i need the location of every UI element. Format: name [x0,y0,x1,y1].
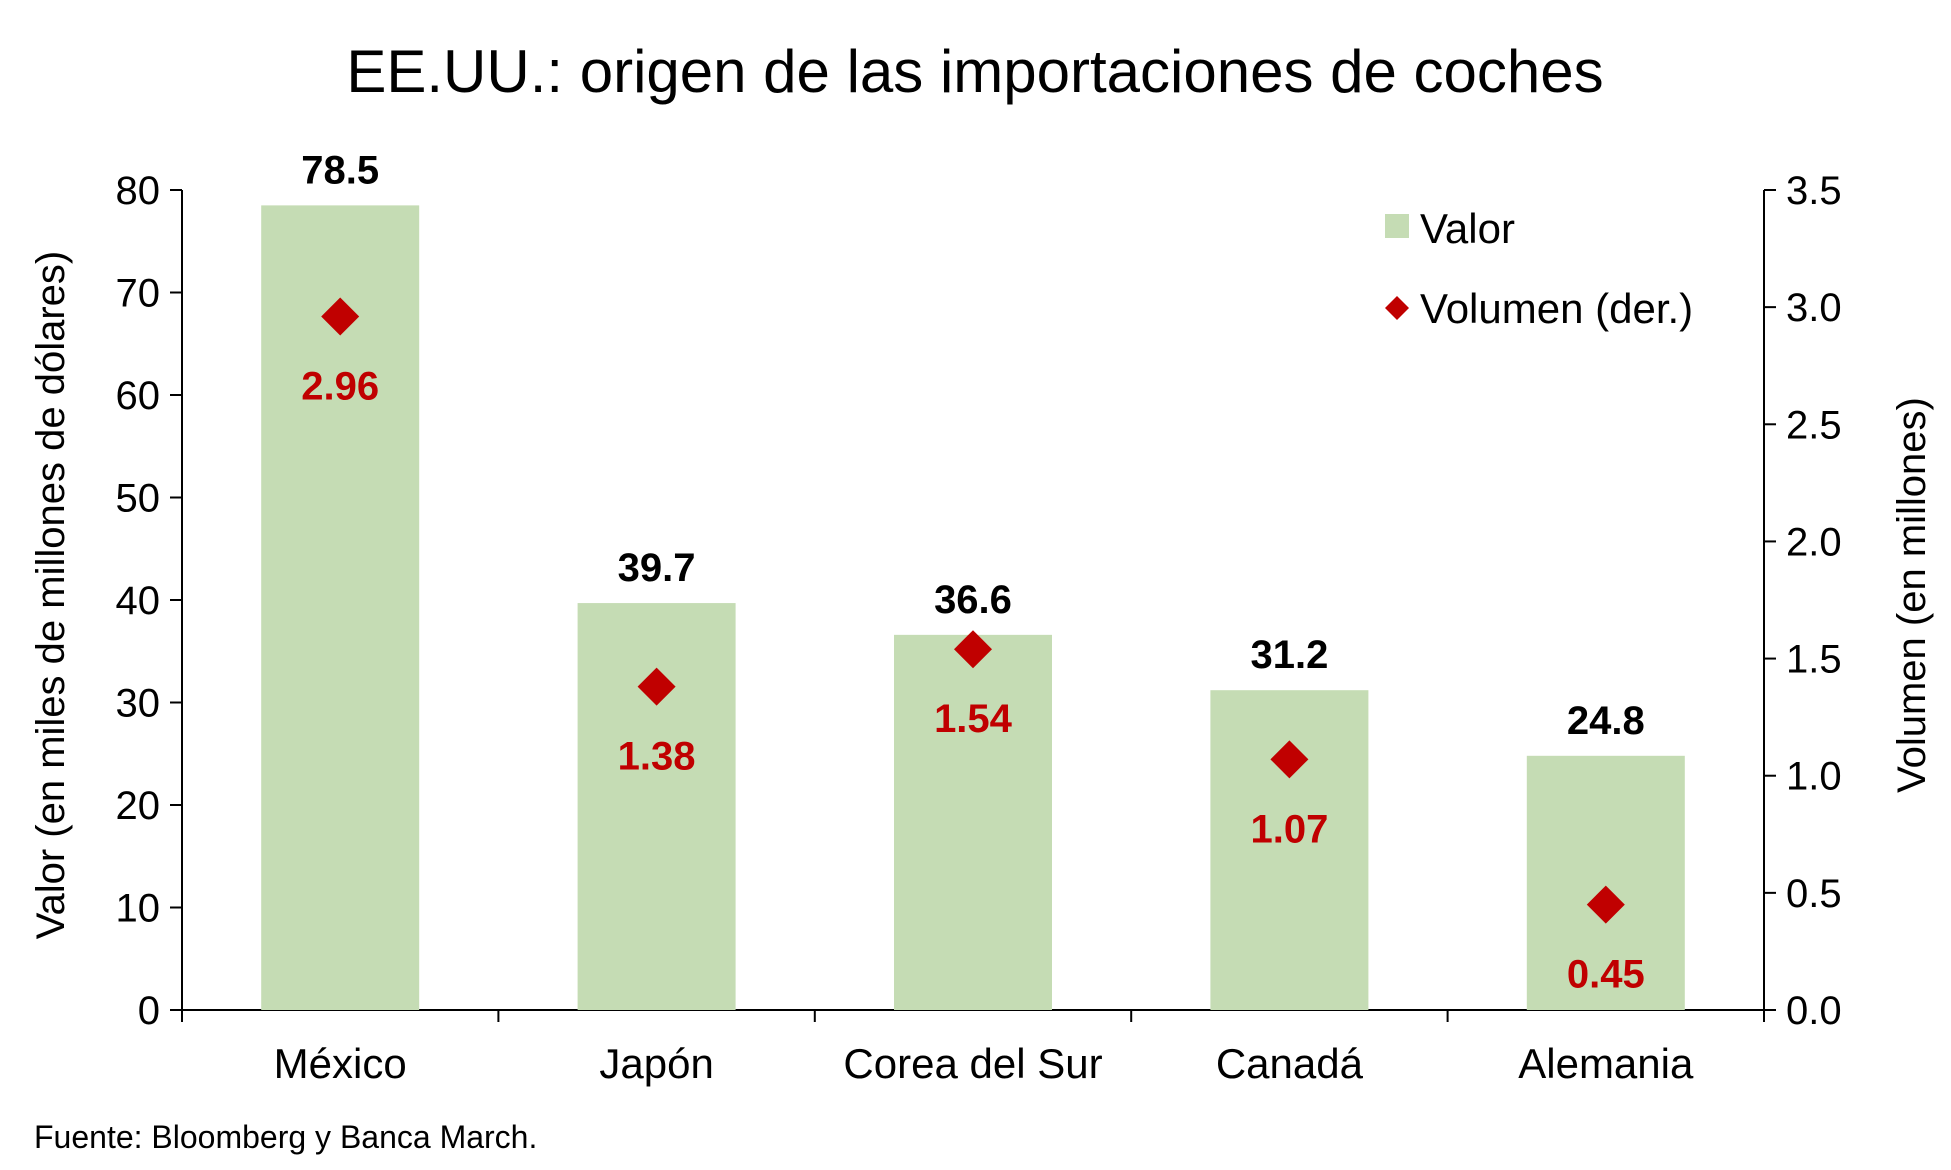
volume-value-label: 0.45 [1567,953,1645,997]
volume-value-label: 1.54 [934,697,1013,741]
y2-tick-label: 3.0 [1786,286,1842,330]
data-labels: 78.5 39.7 36.6 31.2 24.8 2.96 1.38 1.54 1.07 0.45 [301,148,1644,996]
legend-swatch-valor [1385,214,1409,238]
x-tick-label: Japón [599,1040,713,1087]
y2-tick-label: 3.5 [1786,169,1842,213]
y-tick-label: 0 [138,989,160,1033]
y2-axis-label: Volumen (en millones) [1890,397,1934,793]
chart-title: EE.UU.: origen de las importaciones de c… [346,38,1603,105]
volume-marker [1586,885,1625,924]
y-tick-label: 50 [116,477,161,521]
y2-tick-label: 1.5 [1786,638,1842,682]
axes: 0 10 20 30 40 50 60 70 80 0.0 0.5 1.0 1.5 2.0 2.5 3.0 3.… [116,169,1842,1087]
legend: Valor Volumen (der.) [1385,205,1693,332]
legend-marker-volumen [1385,296,1409,320]
markers [321,297,1625,924]
bar-value-label: 39.7 [618,546,696,590]
x-tick-label: Corea del Sur [843,1040,1102,1087]
bar [577,603,736,1010]
legend-label-valor: Valor [1420,205,1515,252]
y2-tick-label: 0.0 [1786,989,1842,1033]
x-tick-label: México [274,1040,407,1087]
volume-marker [1270,740,1309,779]
volume-value-label: 1.38 [618,735,696,779]
y-axis-label: Valor (en miles de millones de dólares) [29,251,73,939]
y-tick-label: 20 [116,784,161,828]
bar-value-label: 24.8 [1567,699,1645,743]
legend-label-volumen: Volumen (der.) [1420,285,1693,332]
y-tick-label: 10 [116,887,161,931]
y2-tick-label: 2.5 [1786,403,1842,447]
y-tick-label: 30 [116,682,161,726]
y-tick-label: 60 [116,374,161,418]
volume-marker [954,630,992,669]
x-tick-label: Canadá [1216,1040,1364,1087]
bar [261,205,420,1010]
bar-value-label: 78.5 [301,148,379,192]
source-note: Fuente: Bloomberg y Banca March. [34,1119,537,1155]
volume-marker [321,297,360,336]
bar [894,634,1052,1010]
y-tick-label: 40 [116,579,161,623]
volume-marker [637,667,676,706]
y2-tick-label: 1.0 [1786,755,1842,799]
x-tick-label: Alemania [1518,1040,1694,1087]
bar-value-label: 36.6 [934,578,1012,622]
bar [1526,755,1685,1010]
bar-value-label: 31.2 [1250,633,1328,677]
volume-value-label: 2.96 [301,365,379,409]
volume-value-label: 1.07 [1250,807,1328,851]
y2-tick-label: 0.5 [1786,872,1842,916]
y2-tick-label: 2.0 [1786,520,1842,564]
y-tick-label: 70 [116,272,161,316]
y-tick-label: 80 [116,169,161,213]
